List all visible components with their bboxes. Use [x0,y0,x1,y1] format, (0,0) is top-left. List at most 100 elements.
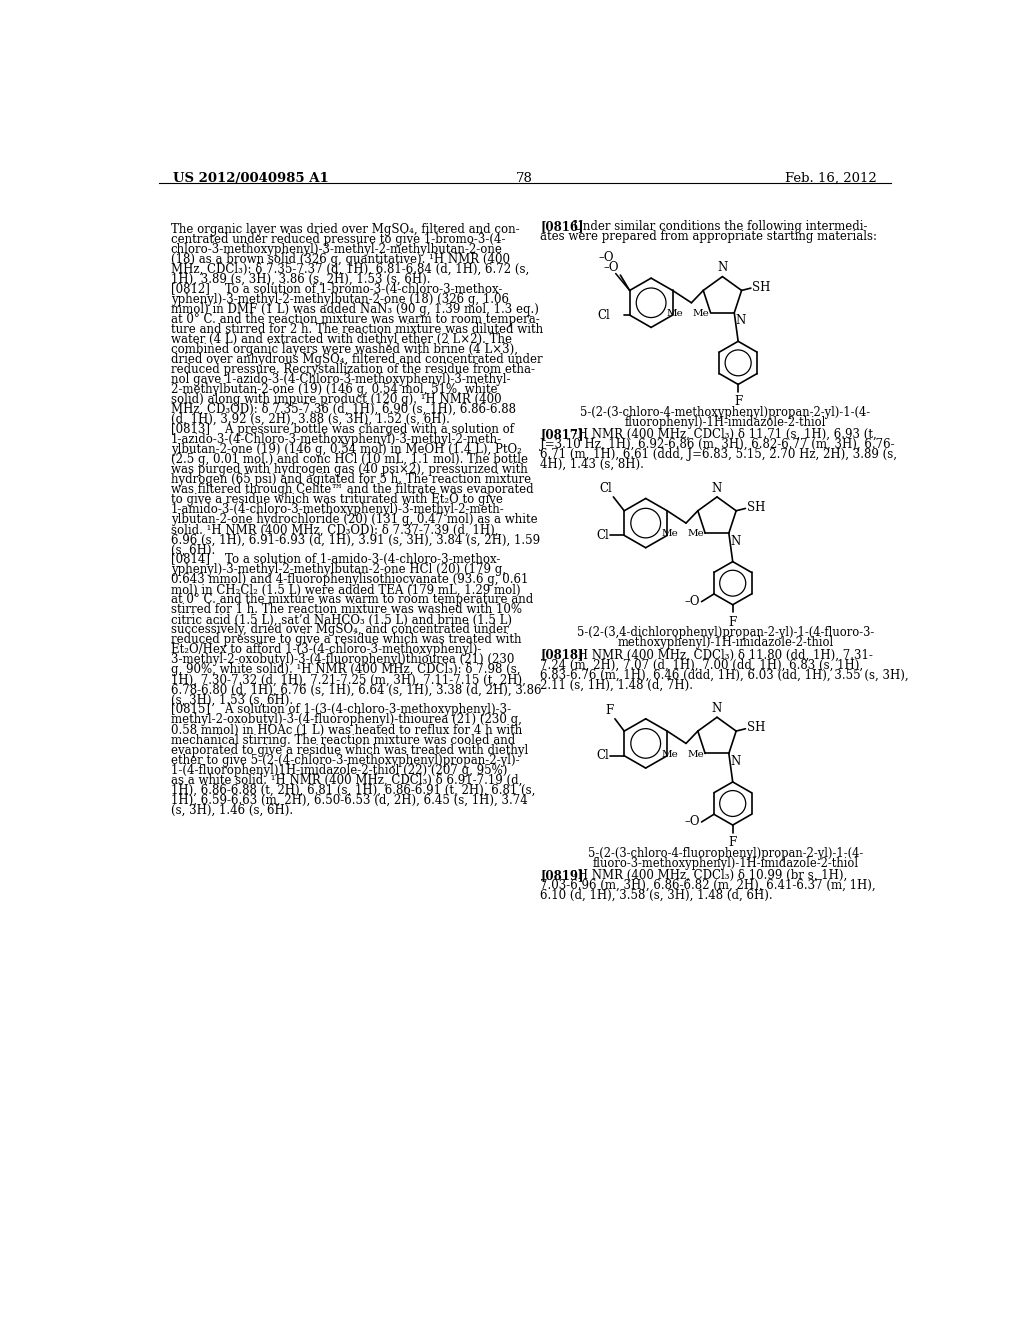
Text: combined organic layers were washed with brine (4 L×3),: combined organic layers were washed with… [171,343,517,356]
Text: ¹H NMR (400 MHz, CDCl₃) δ 10.99 (br s, 1H),: ¹H NMR (400 MHz, CDCl₃) δ 10.99 (br s, 1… [572,869,847,882]
Text: 2-methylbutan-2-one (19) (146 g, 0.54 mol, 51%, white: 2-methylbutan-2-one (19) (146 g, 0.54 mo… [171,383,497,396]
Text: as a white solid. ¹H NMR (400 MHz, CDCl₃) δ 6.91-7.19 (d,: as a white solid. ¹H NMR (400 MHz, CDCl₃… [171,774,522,787]
Text: evaporated to give a residue which was treated with diethyl: evaporated to give a residue which was t… [171,743,528,756]
Text: 1-amido-3-(4-chloro-3-methoxyphenyl)-3-methyl-2-meth-: 1-amido-3-(4-chloro-3-methoxyphenyl)-3-m… [171,503,505,516]
Text: –O: –O [599,251,614,264]
Text: nol gave 1-azido-3-(4-Chloro-3-methoxyphenyl)-3-methyl-: nol gave 1-azido-3-(4-Chloro-3-methoxyph… [171,374,510,387]
Text: (s, 3H), 1.53 (s, 6H).: (s, 3H), 1.53 (s, 6H). [171,693,293,706]
Text: 1-(4-fluorophenyl)1H-imidazole-2-thiol (22) (207 g, 95%): 1-(4-fluorophenyl)1H-imidazole-2-thiol (… [171,763,507,776]
Text: 5-(2-(3-chloro-4-methoxyphenyl)propan-2-yl)-1-(4-: 5-(2-(3-chloro-4-methoxyphenyl)propan-2-… [581,407,870,418]
Text: chloro-3-methoxyphenyl)-3-methyl-2-methylbutan-2-one: chloro-3-methoxyphenyl)-3-methyl-2-methy… [171,243,503,256]
Text: 4H), 1.43 (s, 8H).: 4H), 1.43 (s, 8H). [541,458,644,471]
Text: F: F [729,615,737,628]
Text: Cl: Cl [599,482,611,495]
Text: reduced pressure. Recrystallization of the residue from etha-: reduced pressure. Recrystallization of t… [171,363,535,376]
Text: water (4 L) and extracted with diethyl ether (2 L×2). The: water (4 L) and extracted with diethyl e… [171,333,512,346]
Text: mmol) in DMF (1 L) was added NaN₃ (90 g, 1.39 mol, 1.3 eq.): mmol) in DMF (1 L) was added NaN₃ (90 g,… [171,304,539,315]
Text: at 0° C. and the reaction mixture was warm to room tempera-: at 0° C. and the reaction mixture was wa… [171,313,540,326]
Text: successively, dried over MgSO₄, and concentrated under: successively, dried over MgSO₄, and conc… [171,623,508,636]
Text: Cl: Cl [596,750,608,762]
Text: solid) along with impure product (120 g). ¹H NMR (400: solid) along with impure product (120 g)… [171,393,502,407]
Text: (s, 3H), 1.46 (s, 6H).: (s, 3H), 1.46 (s, 6H). [171,804,293,817]
Text: F: F [605,705,613,717]
Text: SH: SH [753,281,771,294]
Text: ether to give 5-(2-(4-chloro-3-methoxyphenyl)propan-2-yl)-: ether to give 5-(2-(4-chloro-3-methoxyph… [171,754,519,767]
Text: was filtered through Celite™ and the filtrate was evaporated: was filtered through Celite™ and the fil… [171,483,534,496]
Text: –O: –O [684,595,700,609]
Text: Under similar conditions the following intermedi-: Under similar conditions the following i… [572,220,867,234]
Text: citric acid (1.5 L), sat’d NaHCO₃ (1.5 L) and brine (1.5 L): citric acid (1.5 L), sat’d NaHCO₃ (1.5 L… [171,614,512,627]
Text: 6.71 (m, 1H), 6.61 (ddd, J=6.83, 5.15, 2.70 Hz, 2H), 3.89 (s,: 6.71 (m, 1H), 6.61 (ddd, J=6.83, 5.15, 2… [541,447,897,461]
Text: N: N [712,702,722,715]
Text: 0.643 mmol) and 4-fluorophenylisothiocyanate (93.6 g, 0.61: 0.643 mmol) and 4-fluorophenylisothiocya… [171,573,528,586]
Text: dried over anhydrous MgSO₄, filtered and concentrated under: dried over anhydrous MgSO₄, filtered and… [171,354,543,366]
Text: 1-azido-3-(4-Chloro-3-methoxyphenyl)-3-methyl-2-meth-: 1-azido-3-(4-Chloro-3-methoxyphenyl)-3-m… [171,433,502,446]
Text: Me: Me [667,309,684,318]
Text: [0815]    A solution of 1-(3-(4-chloro-3-methoxyphenyl)-3-: [0815] A solution of 1-(3-(4-chloro-3-me… [171,704,511,717]
Text: 78: 78 [516,173,534,185]
Text: mol) in CH₂Cl₂ (1.5 L) were added TEA (179 mL, 1.29 mol): mol) in CH₂Cl₂ (1.5 L) were added TEA (1… [171,583,520,597]
Text: 0.58 mmol) in HOAc (1 L) was heated to reflux for 4 h with: 0.58 mmol) in HOAc (1 L) was heated to r… [171,723,522,737]
Text: reduced pressure to give a residue which was treated with: reduced pressure to give a residue which… [171,634,521,647]
Text: Me: Me [693,309,710,318]
Text: ture and stirred for 2 h. The reaction mixture was diluted with: ture and stirred for 2 h. The reaction m… [171,323,543,337]
Text: at 0° C. and the mixture was warm to room temperature and: at 0° C. and the mixture was warm to roo… [171,594,532,606]
Text: 1H), 3.89 (s, 3H), 3.86 (s, 2H), 1.53 (s, 6H).: 1H), 3.89 (s, 3H), 3.86 (s, 2H), 1.53 (s… [171,273,430,286]
Text: SH: SH [748,722,765,734]
Text: ylbutan-2-one hydrochloride (20) (131 g, 0.47 mol) as a white: ylbutan-2-one hydrochloride (20) (131 g,… [171,513,538,527]
Text: N: N [736,314,746,327]
Text: g, 90%, white solid). ¹H NMR (400 MHz, CDCl₃): δ 7.98 (s,: g, 90%, white solid). ¹H NMR (400 MHz, C… [171,664,520,676]
Text: to give a residue which was triturated with Et₂O to give: to give a residue which was triturated w… [171,494,503,507]
Text: F: F [734,395,742,408]
Text: ¹H NMR (400 MHz, CDCl₃) δ 11.80 (dd, 1H), 7.31-: ¹H NMR (400 MHz, CDCl₃) δ 11.80 (dd, 1H)… [572,648,872,661]
Text: 2.11 (s, 1H), 1.48 (d, 7H).: 2.11 (s, 1H), 1.48 (d, 7H). [541,678,693,692]
Text: (18) as a brown solid (326 g, quantitative). ¹H NMR (400: (18) as a brown solid (326 g, quantitati… [171,253,510,267]
Text: fluoro-3-methoxyphenyl)-1H-imidazole-2-thiol: fluoro-3-methoxyphenyl)-1H-imidazole-2-t… [593,857,858,870]
Text: [0812]    To a solution of 1-bromo-3-(4-chloro-3-methox-: [0812] To a solution of 1-bromo-3-(4-chl… [171,282,502,296]
Text: –O: –O [603,260,618,273]
Text: MHz, CD₃OD): δ 7.35-7.36 (d, 1H), 6.90 (s, 1H), 6.86-6.88: MHz, CD₃OD): δ 7.35-7.36 (d, 1H), 6.90 (… [171,403,516,416]
Text: solid. ¹H NMR (400 MHz, CD₃OD): δ 7.37-7.39 (d, 1H),: solid. ¹H NMR (400 MHz, CD₃OD): δ 7.37-7… [171,523,498,536]
Text: 1H), 6.86-6.88 (t, 2H), 6.81 (s, 1H), 6.86-6.91 (t, 2H), 6.81 (s,: 1H), 6.86-6.88 (t, 2H), 6.81 (s, 1H), 6.… [171,784,535,796]
Text: [0818]: [0818] [541,648,584,661]
Text: methoxyphenyl)-1H-imidazole-2-thiol: methoxyphenyl)-1H-imidazole-2-thiol [617,636,834,649]
Text: The organic layer was dried over MgSO₄, filtered and con-: The organic layer was dried over MgSO₄, … [171,223,519,236]
Text: ates were prepared from appropriate starting materials:: ates were prepared from appropriate star… [541,230,878,243]
Text: 5-(2-(3,4-dichlorophenyl)propan-2-yl)-1-(4-fluoro-3-: 5-(2-(3,4-dichlorophenyl)propan-2-yl)-1-… [577,626,874,639]
Text: –O: –O [684,816,700,829]
Text: Et₂O/Hex to afford 1-(3-(4-chloro-3-methoxyphenyl)-: Et₂O/Hex to afford 1-(3-(4-chloro-3-meth… [171,643,481,656]
Text: methyl-2-oxobutyl)-3-(4-fluorophenyl)-thiourea (21) (230 g,: methyl-2-oxobutyl)-3-(4-fluorophenyl)-th… [171,714,521,726]
Text: ¹H NMR (400 MHz, CDCl₃) δ 11.71 (s, 1H), 6.93 (t,: ¹H NMR (400 MHz, CDCl₃) δ 11.71 (s, 1H),… [572,428,877,441]
Text: 1H), 7.30-7.32 (d, 1H), 7.21-7.25 (m, 3H), 7.11-7.15 (t, 2H),: 1H), 7.30-7.32 (d, 1H), 7.21-7.25 (m, 3H… [171,673,525,686]
Text: 6.96 (s, 1H), 6.91-6.93 (d, 1H), 3.91 (s, 3H), 3.84 (s, 2H), 1.59: 6.96 (s, 1H), 6.91-6.93 (d, 1H), 3.91 (s… [171,533,540,546]
Text: (2.5 g, 0.01 mol.) and conc HCl (10 mL, 1.1 mol). The bottle: (2.5 g, 0.01 mol.) and conc HCl (10 mL, … [171,453,527,466]
Text: [0817]: [0817] [541,428,584,441]
Text: N: N [730,755,740,768]
Text: Feb. 16, 2012: Feb. 16, 2012 [785,173,877,185]
Text: Me: Me [687,529,705,539]
Text: Me: Me [662,529,678,539]
Text: 1H), 6.59-6.63 (m, 2H), 6.50-6.53 (d, 2H), 6.45 (s, 1H), 3.74: 1H), 6.59-6.63 (m, 2H), 6.50-6.53 (d, 2H… [171,793,527,807]
Text: 6.83-6.76 (m, 1H), 6.46 (ddd, 1H), 6.03 (dd, 1H), 3.55 (s, 3H),: 6.83-6.76 (m, 1H), 6.46 (ddd, 1H), 6.03 … [541,668,909,681]
Text: N: N [712,482,722,495]
Text: 6.10 (d, 1H), 3.58 (s, 3H), 1.48 (d, 6H).: 6.10 (d, 1H), 3.58 (s, 3H), 1.48 (d, 6H)… [541,888,773,902]
Text: Me: Me [662,750,678,759]
Text: 3-methyl-2-oxobutyl)-3-(4-fluorophenyl)thiourea (21) (230: 3-methyl-2-oxobutyl)-3-(4-fluorophenyl)t… [171,653,514,667]
Text: SH: SH [748,502,765,515]
Text: 7.03-6.96 (m, 3H), 6.86-6.82 (m, 2H), 6.41-6.37 (m, 1H),: 7.03-6.96 (m, 3H), 6.86-6.82 (m, 2H), 6.… [541,879,876,892]
Text: (s, 6H).: (s, 6H). [171,544,215,556]
Text: F: F [729,836,737,849]
Text: was purged with hydrogen gas (40 psi×2), pressurized with: was purged with hydrogen gas (40 psi×2),… [171,463,527,477]
Text: [0813]    A pressure bottle was charged with a solution of: [0813] A pressure bottle was charged wit… [171,424,514,436]
Text: 6.78-6.80 (d, 1H), 6.76 (s, 1H), 6.64 (s, 1H), 3.38 (d, 2H), 3.86: 6.78-6.80 (d, 1H), 6.76 (s, 1H), 6.64 (s… [171,684,541,697]
Text: US 2012/0040985 A1: US 2012/0040985 A1 [173,173,329,185]
Text: fluorophenyl)-1H-imidazole-2-thiol: fluorophenyl)-1H-imidazole-2-thiol [625,416,826,429]
Text: Cl: Cl [596,529,608,543]
Text: Me: Me [687,750,705,759]
Text: stirred for 1 h. The reaction mixture was washed with 10%: stirred for 1 h. The reaction mixture wa… [171,603,521,616]
Text: (d, 1H), 3.92 (s, 2H), 3.88 (s, 3H), 1.52 (s, 6H).: (d, 1H), 3.92 (s, 2H), 3.88 (s, 3H), 1.5… [171,413,450,426]
Text: [0814]    To a solution of 1-amido-3-(4-chloro-3-methox-: [0814] To a solution of 1-amido-3-(4-chl… [171,553,500,566]
Text: mechanical stirring. The reaction mixture was cooled and: mechanical stirring. The reaction mixtur… [171,734,515,747]
Text: Cl: Cl [598,309,610,322]
Text: yphenyl)-3-methyl-2-methylbutan-2-one (18) (326 g, 1.06: yphenyl)-3-methyl-2-methylbutan-2-one (1… [171,293,509,306]
